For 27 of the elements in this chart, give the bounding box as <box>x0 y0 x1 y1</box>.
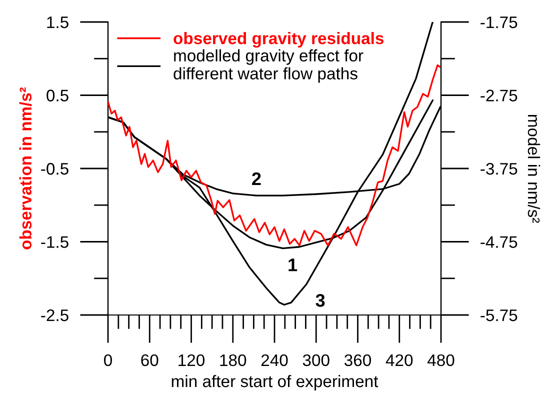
annotation: 1 <box>288 258 298 272</box>
y-axis-title: observation in nm/s² <box>19 87 32 250</box>
y-tick-label: -1.5 <box>41 236 68 248</box>
x-tick-label: 360 <box>344 354 372 366</box>
y2-tick-label: -1.75 <box>480 16 518 28</box>
y-tick-label: 0.5 <box>46 90 68 102</box>
annotation: 3 <box>316 294 325 307</box>
legend-label: observed gravity residuals <box>174 32 384 48</box>
y2-tick-label: -3.75 <box>480 162 518 175</box>
legend-label: modelled gravity effect for different water flow paths <box>174 49 364 83</box>
x-tick-label: 60 <box>141 354 158 366</box>
x-tick-label: 300 <box>302 354 330 366</box>
x-tick-label: 0 <box>104 354 112 366</box>
x-tick-label: 480 <box>427 354 454 366</box>
y2-tick-label: -2.75 <box>480 90 518 102</box>
x-tick-label: 420 <box>386 354 413 366</box>
y2-tick-label: -5.75 <box>480 310 518 322</box>
y-tick-label: 1.5 <box>47 16 68 28</box>
y-tick-label: -2.5 <box>41 309 68 322</box>
x-tick-label: 120 <box>178 354 205 366</box>
x-axis-title: min after start of experiment <box>172 374 378 391</box>
y2-axis-title: model in nm/s² <box>528 114 540 223</box>
x-tick-label: 180 <box>220 354 246 366</box>
x-tick-label: 240 <box>261 354 288 366</box>
y-tick-label: -0.5 <box>41 162 68 175</box>
annotation: 2 <box>252 172 261 185</box>
y2-tick-label: -4.75 <box>480 236 518 248</box>
